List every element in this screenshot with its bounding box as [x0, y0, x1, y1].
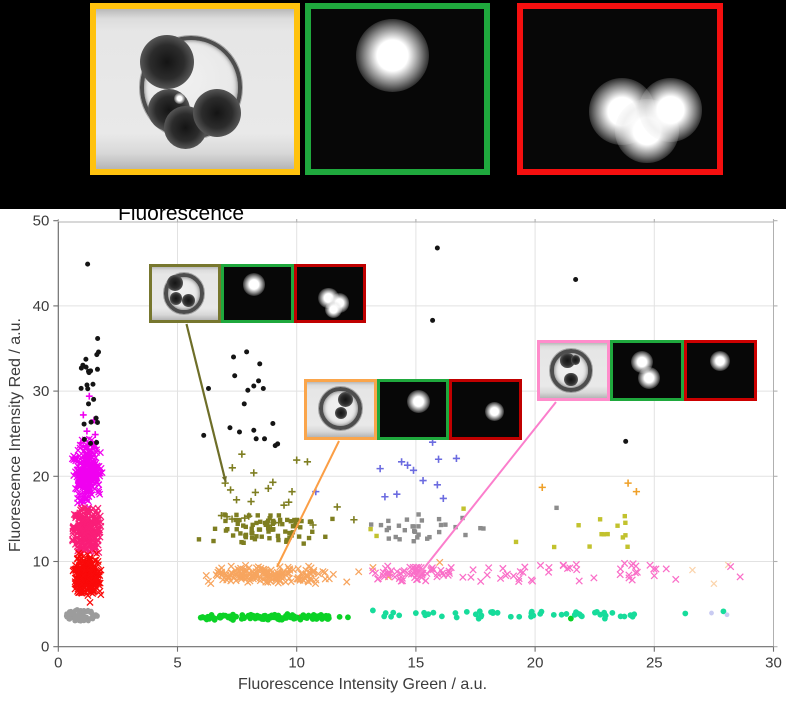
inset-orange-brightfield — [304, 379, 377, 440]
svg-text:10: 10 — [33, 554, 50, 571]
fluorescent-spot — [324, 300, 342, 318]
svg-text:10: 10 — [288, 655, 305, 672]
series-mid-black-dots — [201, 245, 629, 449]
inset-pink-triplet — [537, 340, 757, 401]
series-khaki-squares — [368, 506, 630, 550]
olive-pointer-line — [185, 323, 227, 483]
inset-orange-red-fluo-content — [452, 382, 519, 437]
chart-title: Fluorescence — [118, 202, 245, 225]
dark-spot — [337, 391, 354, 408]
fluorescent-spot — [243, 273, 266, 296]
series-pink-x-band — [368, 559, 744, 586]
svg-text:0: 0 — [41, 639, 49, 656]
series-blueviolet-plus — [312, 438, 461, 503]
svg-text:5: 5 — [173, 655, 181, 672]
inset-orange-green-fluo — [376, 379, 450, 440]
inset-olive-brightfield — [149, 264, 222, 323]
y-axis-label: Fluorescence Intensity Red / a.u. — [7, 318, 24, 552]
brightfield-droplet-image-content — [96, 9, 294, 169]
inset-olive-green-fluo — [221, 264, 294, 323]
inset-pink-green-fluo — [610, 340, 684, 401]
fluorescent-spot — [484, 401, 504, 421]
inset-olive-brightfield-content — [152, 267, 219, 320]
svg-text:30: 30 — [765, 655, 782, 672]
svg-text:50: 50 — [33, 213, 50, 230]
scatter-plot: 0 5 10 15 20 25 30 0 10 20 30 40 50 — [33, 213, 782, 672]
green-fluorescence-image — [305, 3, 490, 175]
dark-spot — [140, 34, 195, 89]
fluorescent-spot — [638, 366, 660, 389]
bright-spot — [173, 93, 185, 105]
axis-ticks — [53, 219, 778, 652]
red-fluorescence-image-content — [523, 9, 717, 169]
svg-text:20: 20 — [33, 468, 50, 485]
dark-spot — [167, 274, 184, 291]
inset-pink-red-fluo-content — [686, 343, 754, 398]
series-left-column-red — [69, 549, 301, 622]
inset-olive-triplet — [149, 264, 366, 323]
inset-olive-red-fluo-content — [296, 267, 363, 320]
series-springgreen-dot-band — [369, 607, 727, 622]
dark-spot — [571, 355, 581, 365]
inset-pink-green-fluo-content — [613, 343, 681, 398]
dark-spot — [334, 406, 348, 419]
series-left-column-black-dots — [78, 261, 102, 446]
orange-pointer-line — [276, 440, 340, 568]
x-axis-label: Fluorescence Intensity Green / a.u. — [238, 676, 488, 693]
inset-orange-green-fluo-content — [379, 382, 447, 437]
series-left-column-magenta — [68, 435, 106, 511]
inset-olive-green-fluo-content — [224, 267, 291, 320]
droplet-ring — [318, 386, 362, 430]
pink-pointer-line — [416, 401, 557, 578]
y-tick-labels: 0 10 20 30 40 50 — [33, 213, 50, 656]
dark-spot — [192, 89, 241, 137]
svg-text:30: 30 — [33, 383, 50, 400]
dark-spot — [169, 292, 183, 306]
series-green-dot-band — [197, 611, 574, 623]
fluorescent-spot — [406, 389, 430, 413]
dark-spot — [182, 294, 195, 307]
fluorescent-spot — [710, 351, 731, 372]
fluorescent-spot — [355, 18, 429, 92]
series-olive-plus — [217, 450, 358, 529]
x-tick-labels: 0 5 10 15 20 25 30 — [54, 655, 782, 672]
inset-orange-brightfield-content — [307, 382, 374, 437]
inset-pink-brightfield-content — [540, 343, 608, 398]
inset-olive-red-fluo — [293, 264, 366, 323]
series-gray-squares — [368, 505, 559, 544]
series-gold-plus — [538, 479, 641, 496]
svg-text:20: 20 — [527, 655, 544, 672]
droplet-ring — [549, 349, 593, 392]
svg-text:25: 25 — [646, 655, 663, 672]
series-faint-orange-x — [689, 561, 732, 588]
green-fluorescence-image-content — [311, 9, 484, 169]
svg-text:40: 40 — [33, 298, 50, 315]
inset-orange-red-fluo — [449, 379, 522, 440]
brightfield-droplet-image — [90, 3, 300, 175]
dark-spot — [564, 373, 578, 387]
series-left-column-deeppink — [68, 503, 105, 557]
inset-pink-red-fluo — [683, 340, 757, 401]
series-olive-squares — [196, 512, 335, 546]
microscopy-banner — [0, 0, 786, 209]
inset-orange-triplet — [304, 379, 522, 440]
series-faint-lavender-dots — [709, 610, 730, 618]
series-orange-x-band — [202, 558, 444, 588]
inset-pink-brightfield — [537, 340, 611, 401]
svg-text:15: 15 — [408, 655, 425, 672]
red-fluorescence-image — [517, 3, 723, 175]
annotation-lines — [185, 323, 557, 578]
droplet-ring — [163, 273, 204, 314]
fluorescent-spot — [638, 77, 703, 142]
series-gray-dot-blob — [63, 607, 100, 624]
svg-text:0: 0 — [54, 655, 62, 672]
